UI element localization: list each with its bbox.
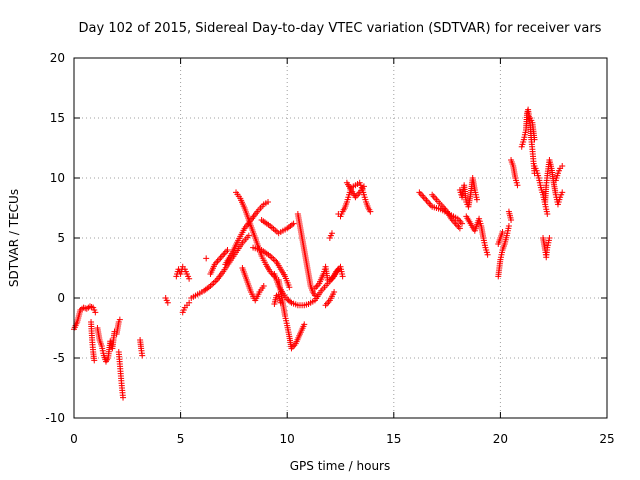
data-point bbox=[245, 232, 252, 239]
x-tick-label: 5 bbox=[177, 432, 185, 446]
data-point bbox=[268, 254, 275, 261]
data-point bbox=[360, 183, 367, 190]
data-point bbox=[531, 136, 538, 143]
x-tick-label: 15 bbox=[386, 432, 401, 446]
y-tick-label: 10 bbox=[50, 171, 65, 185]
data-points bbox=[71, 106, 566, 401]
data-point bbox=[559, 163, 566, 169]
chart-title: Day 102 of 2015, Sidereal Day-to-day VTE… bbox=[79, 21, 602, 36]
data-point bbox=[514, 182, 521, 189]
data-point bbox=[212, 278, 219, 285]
data-point bbox=[499, 229, 506, 235]
data-point bbox=[328, 230, 335, 237]
y-tick-label: 5 bbox=[57, 231, 65, 245]
data-point bbox=[429, 191, 436, 198]
tick-labels: 0 5 10 15 20 25 -10 -5 0 5 10 15 20 bbox=[45, 51, 614, 446]
y-tick-label: -5 bbox=[53, 351, 65, 365]
x-axis-label: GPS time / hours bbox=[290, 459, 391, 473]
data-point bbox=[186, 275, 193, 282]
data-point bbox=[271, 257, 278, 264]
data-point bbox=[91, 357, 98, 364]
data-point bbox=[186, 299, 193, 306]
data-point bbox=[210, 280, 217, 286]
data-point bbox=[331, 289, 338, 295]
data-point bbox=[120, 394, 127, 401]
x-tick-label: 10 bbox=[280, 432, 295, 446]
data-point bbox=[139, 352, 146, 359]
x-tick-label: 20 bbox=[493, 432, 508, 446]
data-point bbox=[301, 321, 308, 328]
data-point bbox=[544, 211, 551, 217]
y-axis-label: SDTVAR / TECUs bbox=[7, 189, 21, 287]
data-point bbox=[459, 220, 466, 227]
y-tick-label: 15 bbox=[50, 111, 65, 125]
data-point bbox=[508, 217, 515, 223]
y-tick-label: 0 bbox=[57, 291, 65, 305]
y-tick-label: 20 bbox=[50, 51, 65, 65]
data-point bbox=[367, 208, 374, 215]
data-point bbox=[311, 292, 318, 299]
data-point bbox=[265, 199, 272, 205]
data-point bbox=[164, 299, 171, 306]
data-point bbox=[505, 223, 512, 229]
data-point bbox=[473, 196, 480, 203]
data-point bbox=[224, 247, 231, 253]
data-point bbox=[287, 298, 294, 305]
data-point bbox=[286, 284, 293, 291]
data-point bbox=[116, 316, 123, 323]
data-point bbox=[209, 281, 216, 288]
data-point bbox=[270, 256, 277, 262]
data-point bbox=[92, 309, 99, 316]
x-tick-label: 0 bbox=[70, 432, 78, 446]
data-point bbox=[546, 235, 553, 241]
axis-ticks bbox=[73, 57, 608, 419]
data-point bbox=[290, 220, 297, 227]
data-point bbox=[203, 255, 210, 262]
data-point bbox=[484, 251, 491, 258]
data-point bbox=[260, 283, 267, 289]
y-tick-label: -10 bbox=[45, 411, 65, 425]
data-point bbox=[339, 273, 346, 280]
data-point bbox=[456, 225, 463, 232]
x-tick-label: 25 bbox=[599, 432, 614, 446]
data-point bbox=[559, 189, 566, 196]
